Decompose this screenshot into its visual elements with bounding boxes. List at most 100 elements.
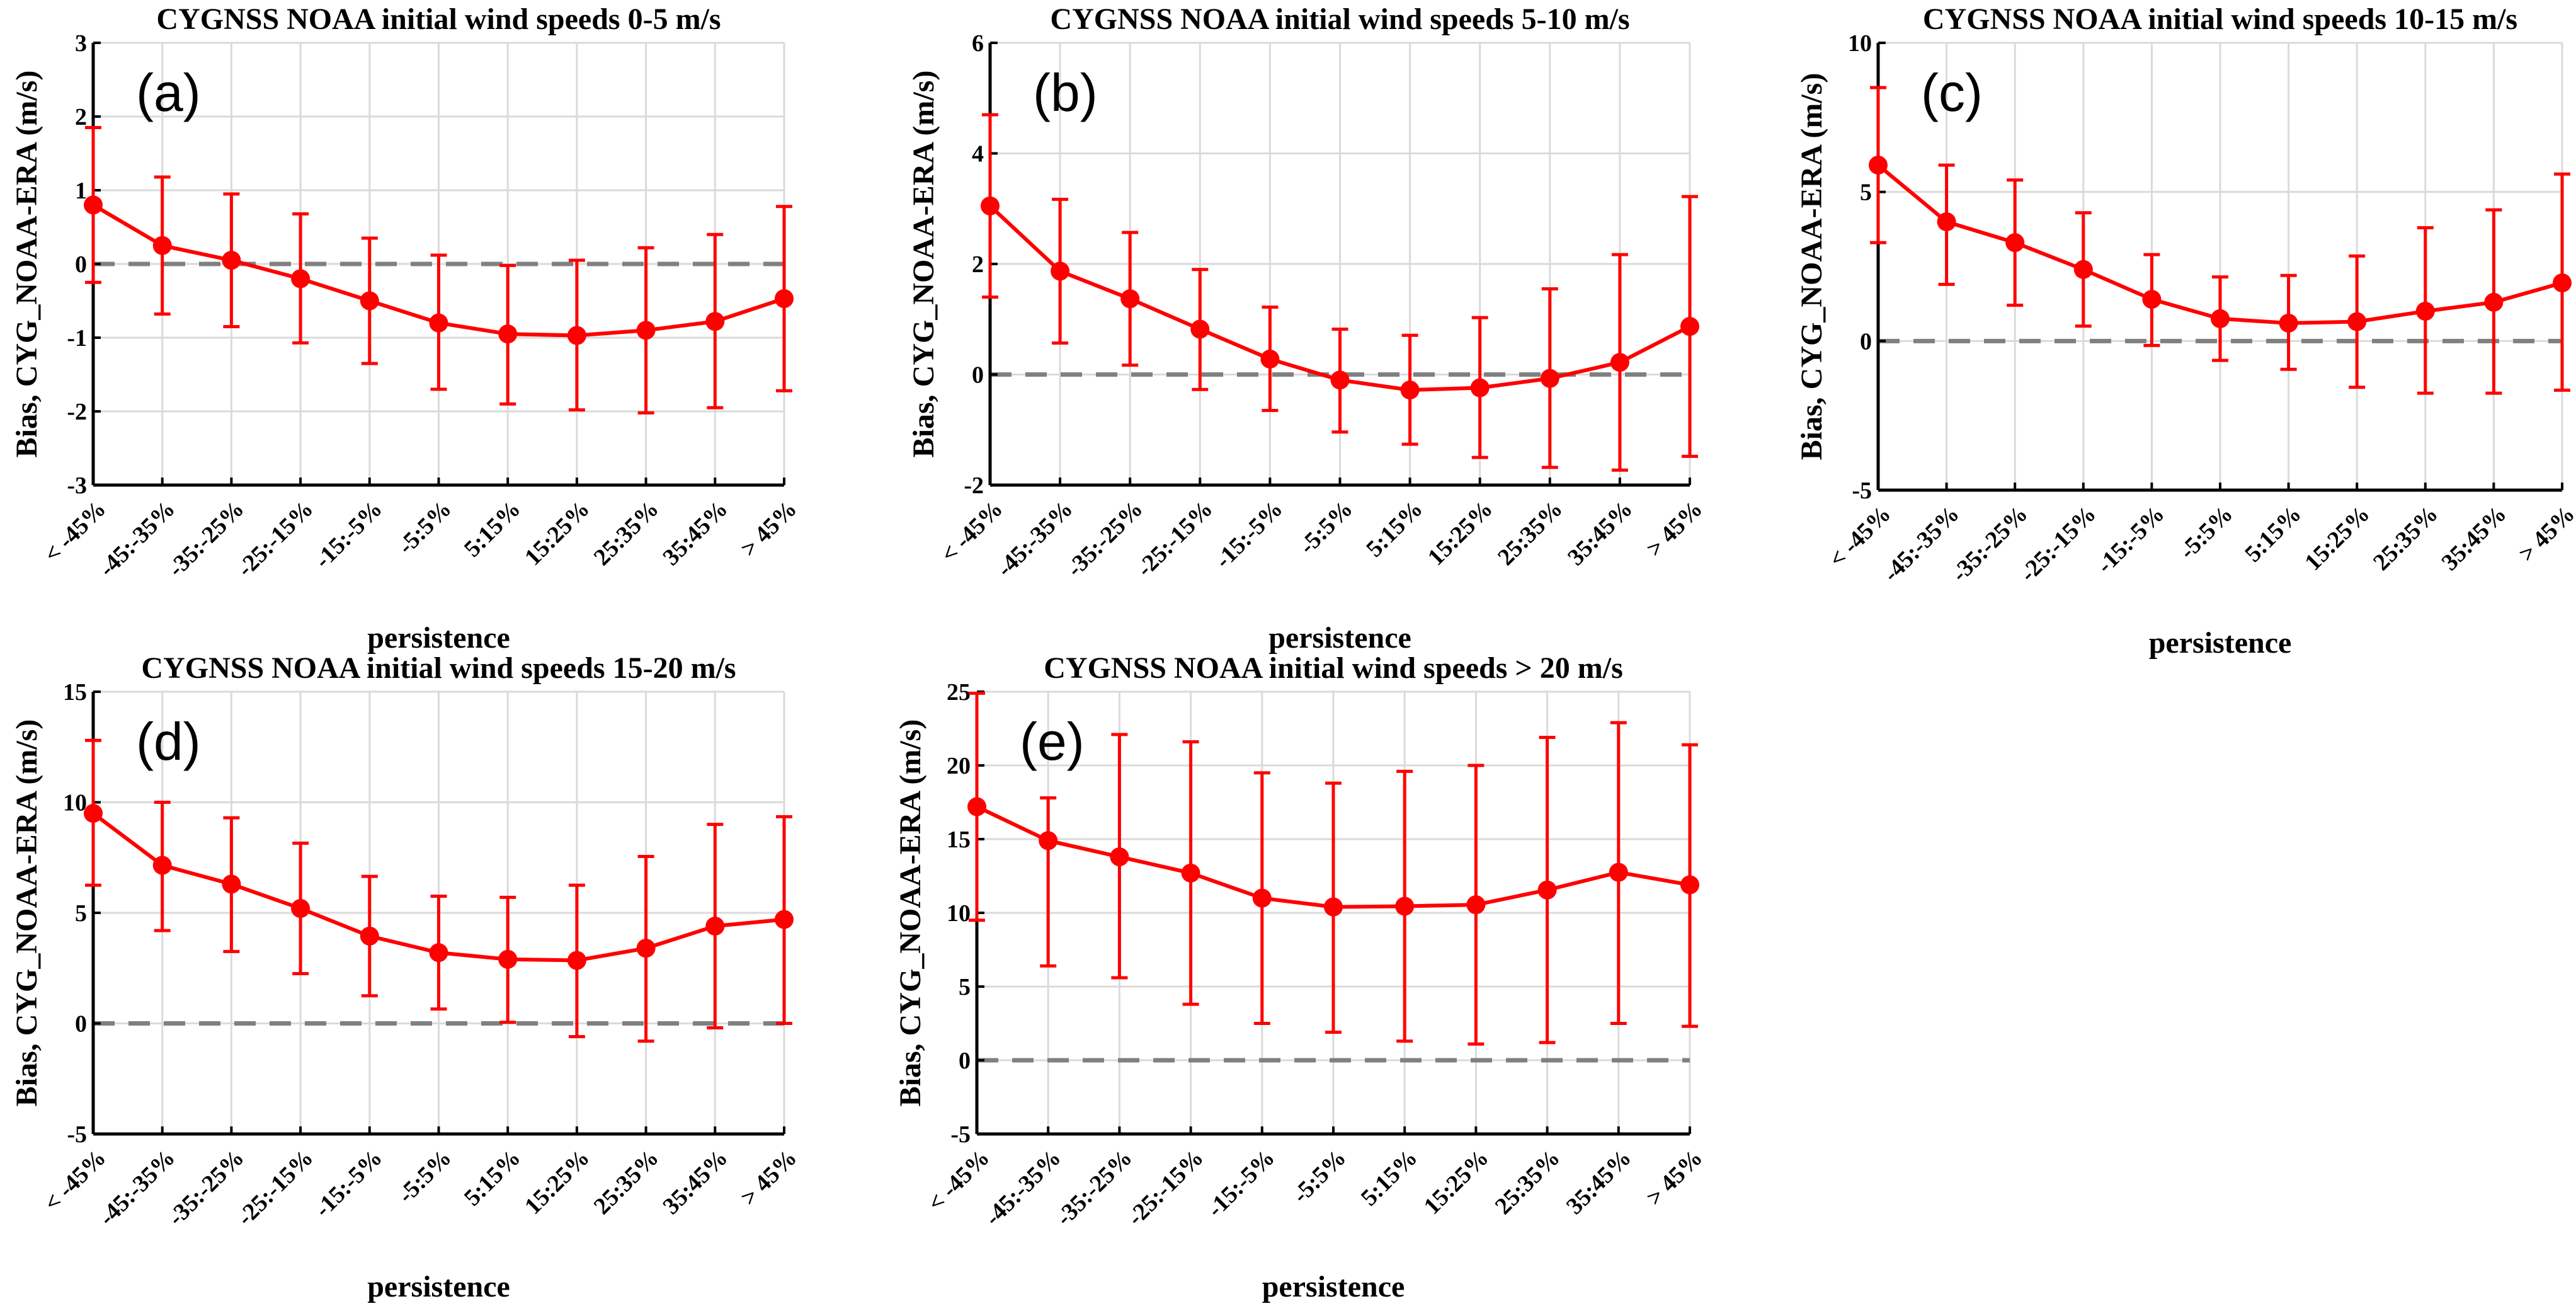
data-point: [2415, 302, 2435, 321]
data-point: [2142, 290, 2162, 309]
x-tick-label: > 45%: [736, 496, 802, 562]
y-tick-label: -1: [67, 325, 87, 352]
x-tick-label: -35:-25%: [1051, 1145, 1137, 1231]
x-tick-label: -15:-5%: [2092, 501, 2170, 579]
data-point: [775, 910, 794, 929]
data-point: [222, 251, 241, 270]
data-point: [1609, 862, 1628, 882]
x-tick-label: 25:35%: [2368, 501, 2443, 576]
data-point: [1330, 370, 1350, 390]
x-tick-label: 5:15%: [1356, 1145, 1423, 1211]
x-axis-label: persistence: [367, 1270, 510, 1303]
panel-label: (d): [136, 712, 201, 771]
data-point: [1470, 378, 1490, 398]
y-tick-label: 5: [75, 900, 87, 927]
x-tick-label: 25:35%: [589, 496, 664, 571]
data-point: [1051, 261, 1070, 281]
data-point: [1181, 863, 1200, 883]
x-tick-label: -35:-25%: [163, 1145, 249, 1231]
x-tick-label: 5:15%: [1361, 496, 1428, 563]
x-tick-label: 15:25%: [520, 1145, 595, 1220]
x-tick-label: 5:15%: [459, 1145, 526, 1211]
data-point: [1190, 319, 1210, 339]
x-tick-label: 25:35%: [1490, 1145, 1565, 1220]
x-tick-label: 15:25%: [1423, 496, 1498, 571]
y-tick-label: -3: [67, 472, 87, 499]
x-tick-label: > 45%: [1641, 1145, 1707, 1211]
data-point: [1395, 896, 1415, 916]
y-tick-label: 0: [1860, 328, 1872, 355]
y-tick-label: 0: [972, 362, 984, 389]
data-point: [1869, 156, 1888, 175]
data-point: [981, 196, 1000, 215]
x-tick-label: -25:-15%: [2015, 501, 2101, 587]
x-tick-label: -5:5%: [393, 496, 457, 559]
y-tick-label: 10: [63, 790, 87, 816]
x-axis-label: persistence: [1262, 1270, 1405, 1303]
data-point: [360, 926, 379, 946]
data-point: [2553, 273, 2572, 293]
y-tick-label: 5: [959, 974, 971, 1000]
x-tick-label: -45:-35%: [991, 496, 1078, 582]
x-tick-label: 15:25%: [1419, 1145, 1494, 1220]
data-point: [1540, 369, 1559, 388]
data-point: [152, 856, 172, 875]
y-tick-label: 2: [972, 251, 984, 278]
x-tick-label: -45:-35%: [94, 496, 180, 582]
y-tick-label: 2: [75, 104, 87, 130]
chart-title: CYGNSS NOAA initial wind speeds 15-20 m/…: [141, 651, 736, 685]
data-point: [1610, 353, 1629, 372]
panel-label: (c): [1921, 63, 1983, 122]
data-point: [84, 195, 103, 215]
y-tick-label: 15: [947, 827, 971, 853]
data-point: [1252, 888, 1272, 908]
x-tick-label: -45:-35%: [94, 1145, 180, 1231]
data-point: [1039, 831, 1058, 850]
chart-title: CYGNSS NOAA initial wind speeds 10-15 m/…: [1923, 3, 2517, 36]
x-tick-label: -45:-35%: [979, 1145, 1066, 1231]
x-tick-label: -35:-25%: [163, 496, 249, 582]
x-axis-label: persistence: [367, 621, 510, 655]
x-tick-label: 5:15%: [459, 496, 526, 563]
y-tick-label: 10: [947, 900, 971, 927]
y-tick-label: 4: [972, 141, 984, 168]
data-point: [2347, 312, 2367, 331]
data-point: [222, 874, 241, 894]
data-point: [775, 289, 794, 308]
y-axis-label: Bias, CYG_NOAA-ERA (m/s): [894, 719, 927, 1107]
data-point: [1680, 317, 1699, 336]
y-tick-label: 5: [1860, 180, 1872, 206]
y-tick-label: -2: [67, 399, 87, 425]
data-point: [429, 943, 448, 963]
x-tick-label: -5:5%: [1294, 496, 1358, 559]
panel-label: (a): [136, 63, 201, 122]
y-tick-label: 6: [972, 30, 984, 57]
data-point: [360, 291, 379, 311]
data-point: [2279, 313, 2298, 333]
x-tick-label: 35:45%: [1563, 496, 1638, 571]
data-point: [636, 939, 656, 958]
data-point: [429, 313, 448, 333]
data-point: [498, 324, 518, 344]
x-tick-label: -5:5%: [2174, 501, 2238, 564]
data-point: [291, 898, 311, 918]
data-point: [1400, 381, 1420, 400]
data-point: [636, 321, 656, 340]
data-point: [1680, 875, 1699, 895]
data-point: [1260, 349, 1280, 369]
x-tick-label: 5:15%: [2240, 501, 2306, 568]
y-tick-label: 3: [75, 30, 87, 57]
y-tick-label: 25: [947, 679, 971, 706]
y-axis-label: Bias, CYG_NOAA-ERA (m/s): [10, 719, 43, 1107]
x-tick-label: 35:45%: [1561, 1145, 1636, 1220]
chart-panel: -5 0 5 10 15 20 25 < -45%-45:-35%-35:-25%-25:-1…: [894, 651, 1707, 1303]
x-tick-label: 35:45%: [2437, 501, 2512, 576]
data-point: [1110, 847, 1129, 867]
data-point: [1937, 212, 1956, 231]
x-tick-label: 25:35%: [1493, 496, 1568, 571]
chart-title: CYGNSS NOAA initial wind speeds 5-10 m/s: [1050, 3, 1629, 36]
